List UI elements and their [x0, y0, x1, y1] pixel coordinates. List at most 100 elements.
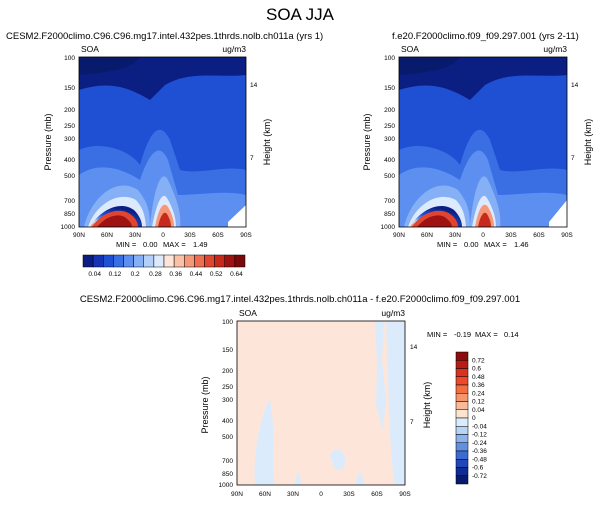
- colorbar-tick-label: -0.12: [472, 432, 487, 439]
- panel-title: f.e20.F2000climo.f09_f09.297.001 (yrs 2-…: [392, 31, 579, 42]
- y-axis-label: Pressure (mb): [43, 113, 53, 170]
- y-tick-label: 100: [222, 319, 233, 326]
- x-tick-label: 30N: [129, 232, 141, 239]
- y-tick-label: 400: [222, 418, 233, 425]
- x-tick-label: 90N: [393, 232, 405, 239]
- y-tick-label: 300: [222, 397, 233, 404]
- x-tick-label: 0: [481, 232, 485, 239]
- colorbar-tick-label: -0.48: [472, 456, 487, 463]
- y-tick-label: 150: [222, 347, 233, 354]
- panel-top-left: CESM2.F2000climo.C96.C96.mg17.intel.432p…: [6, 31, 323, 249]
- colorbar-tick-label: 0.72: [472, 357, 485, 364]
- colorbar-swatch: [455, 393, 469, 402]
- variable-label: SOA: [81, 44, 99, 54]
- colorbar-tick-label: -0.36: [472, 448, 487, 455]
- x-tick-label: 60N: [421, 232, 433, 239]
- colorbar-tick-label: 0.6: [472, 366, 481, 373]
- colorbar-tick-label: 0.12: [109, 271, 122, 278]
- x-tick-label: 60S: [212, 232, 224, 239]
- colorbar-swatch: [455, 475, 469, 485]
- x-tick-label: 60N: [101, 232, 113, 239]
- colorbar-swatch: [92, 254, 104, 268]
- panel-top-right: f.e20.F2000climo.f09_f09.297.001 (yrs 2-…: [362, 31, 593, 249]
- y-tick-label: 200: [64, 107, 75, 114]
- min-label: MIN =: [427, 330, 448, 339]
- x-tick-label: 30S: [505, 232, 517, 239]
- y-tick-label: 700: [384, 198, 395, 205]
- y-tick-label: 300: [64, 136, 75, 143]
- y-tick-label: 400: [64, 157, 75, 164]
- height-tick-label: 7: [410, 419, 414, 426]
- y-tick-label: 100: [64, 55, 75, 62]
- variable-label: SOA: [401, 44, 419, 54]
- colorbar-tick-label: -0.72: [472, 473, 487, 480]
- y-axis-label: Pressure (mb): [362, 113, 372, 170]
- max-label: MAX =: [163, 240, 186, 249]
- y-tick-label: 200: [384, 107, 395, 114]
- height-tick-label: 14: [410, 344, 418, 351]
- colorbar-tick-label: 0.36: [169, 271, 182, 278]
- x-tick-label: 0: [161, 232, 165, 239]
- y-axis-right-label: Height (km): [422, 382, 432, 429]
- height-tick-label: 7: [571, 155, 575, 162]
- colorbar-swatch: [224, 254, 236, 268]
- colorbar-swatch: [103, 254, 114, 268]
- y-axis-right-label: Height (km): [262, 119, 272, 166]
- height-tick-label: 14: [571, 82, 579, 89]
- x-tick-label: 90N: [231, 491, 243, 498]
- height-tick-label: 7: [250, 155, 254, 162]
- max-value: 1.46: [514, 240, 529, 249]
- y-tick-label: 700: [222, 458, 233, 465]
- colorbar-tick-label: 0.24: [472, 390, 485, 397]
- x-tick-label: 30S: [343, 491, 355, 498]
- colorbar-swatch: [153, 254, 165, 268]
- colorbar-swatch: [455, 417, 469, 427]
- y-tick-label: 1000: [219, 482, 234, 489]
- y-tick-label: 1000: [61, 224, 76, 231]
- units-label: ug/m3: [381, 308, 405, 318]
- x-tick-label: 90S: [561, 232, 573, 239]
- y-tick-label: 500: [222, 434, 233, 441]
- colorbar-swatch: [184, 254, 195, 268]
- colorbar-tick-label: 0.12: [472, 399, 485, 406]
- x-tick-label: 90N: [73, 232, 85, 239]
- colorbar-swatch: [455, 450, 469, 460]
- panel-bottom-difference: CESM2.F2000climo.C96.C96.mg17.intel.432p…: [80, 294, 520, 498]
- colorbar-tick-label: 0.36: [472, 382, 485, 389]
- min-value: -0.19: [454, 330, 471, 339]
- y-tick-label: 850: [222, 471, 233, 478]
- y-tick-label: 1000: [381, 224, 396, 231]
- height-tick-label: 14: [250, 82, 258, 89]
- x-tick-label: 30S: [184, 232, 196, 239]
- x-tick-label: 90S: [240, 232, 252, 239]
- x-tick-label: 60N: [259, 491, 271, 498]
- colorbar-swatch: [163, 254, 175, 268]
- contour-field: [399, 57, 567, 227]
- colorbar-swatch: [455, 409, 469, 419]
- colorbar-tick-label: 0.04: [88, 271, 101, 278]
- y-tick-label: 250: [64, 123, 75, 130]
- y-tick-label: 850: [384, 211, 395, 218]
- y-tick-label: 150: [64, 85, 75, 92]
- colorbar-swatch: [455, 351, 469, 361]
- x-tick-label: 0: [319, 491, 323, 498]
- colorbar-tick-label: 0.28: [149, 271, 162, 278]
- colorbar-swatch: [455, 467, 469, 476]
- y-tick-label: 300: [384, 136, 395, 143]
- y-tick-label: 200: [222, 368, 233, 375]
- max-label: MAX =: [475, 330, 498, 339]
- x-tick-label: 60S: [533, 232, 545, 239]
- y-tick-label: 850: [64, 211, 75, 218]
- y-axis-label: Pressure (mb): [200, 376, 210, 433]
- colorbar-swatch: [455, 442, 469, 452]
- y-tick-label: 100: [384, 55, 395, 62]
- x-tick-label: 30N: [449, 232, 461, 239]
- colorbar-swatch: [173, 254, 185, 268]
- colorbar-swatch: [82, 254, 94, 268]
- colorbar-tick-label: 0: [472, 415, 476, 422]
- colorbar-tick-label: -0.6: [472, 465, 484, 472]
- colorbar-tick-label: 0.04: [472, 407, 485, 414]
- page-title: SOA JJA: [266, 5, 335, 24]
- y-tick-label: 700: [64, 198, 75, 205]
- panel-title: CESM2.F2000climo.C96.C96.mg17.intel.432p…: [6, 31, 323, 42]
